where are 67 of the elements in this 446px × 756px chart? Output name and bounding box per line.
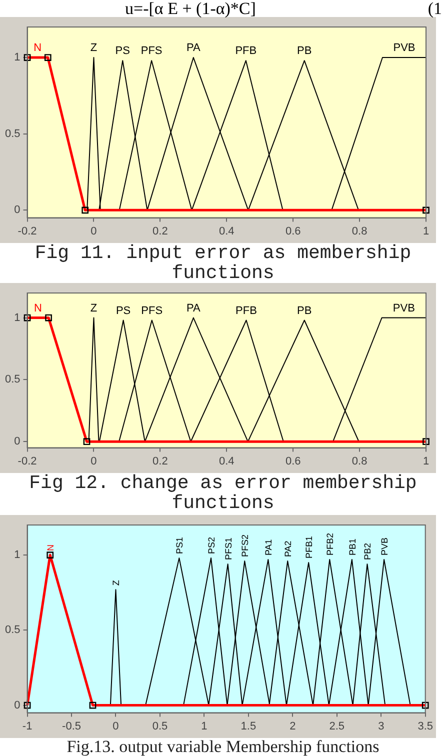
x-tick-label: 1 xyxy=(422,225,430,238)
x-tick-label: 0.6 xyxy=(285,455,301,468)
text: PS2 xyxy=(206,537,217,554)
text: PFB1 xyxy=(304,536,314,559)
x-tick-label: 3.5 xyxy=(418,720,434,732)
text: N xyxy=(46,544,56,552)
y-tick-label: 0.5 xyxy=(4,128,20,140)
x-tick-label: 1 xyxy=(201,720,208,732)
series-label: PS xyxy=(116,304,131,317)
text: u=-[α E + (1-α)*C] xyxy=(125,0,256,18)
text: PB1 xyxy=(347,538,358,556)
text: PB2 xyxy=(362,543,373,560)
series-label: N xyxy=(34,42,42,54)
series-label: PB xyxy=(297,45,312,58)
y-tick-label: 0.5 xyxy=(4,624,20,636)
x-tick-label: 2 xyxy=(290,720,296,732)
series-label: PB xyxy=(297,304,312,317)
y-tick-label: 1 xyxy=(14,549,20,562)
y-tick-label: 0 xyxy=(14,204,20,216)
caption: Fig 12. change as error membership functions xyxy=(28,472,418,515)
x-tick-label: 0.4 xyxy=(218,455,234,468)
series-label: PVB xyxy=(392,302,415,314)
x-tick-label: 2.5 xyxy=(329,720,345,732)
x-tick-label: 0.4 xyxy=(218,225,234,238)
x-tick-label: -0.2 xyxy=(18,225,37,238)
x-tick-label: 0.8 xyxy=(352,455,368,468)
text: (1 xyxy=(428,0,442,18)
y-tick-label: 1 xyxy=(14,312,20,324)
y-tick-label: 0.5 xyxy=(4,374,20,386)
x-tick-label: 0 xyxy=(90,225,97,238)
series-label: PS xyxy=(115,45,130,58)
y-tick-label: 1 xyxy=(14,52,20,64)
y-tick-label: 0 xyxy=(14,699,20,712)
series-label: PA xyxy=(186,42,202,54)
x-tick-label: -0.5 xyxy=(62,720,82,732)
series-label: PFB xyxy=(236,304,257,317)
x-tick-label: 1 xyxy=(422,455,430,468)
series-label: PVB xyxy=(393,42,416,54)
x-tick-label: -0.2 xyxy=(18,455,37,468)
x-tick-label: 1.5 xyxy=(240,720,256,732)
text: PFS1 xyxy=(223,538,234,560)
x-tick-label: 0 xyxy=(90,455,97,468)
text: PA1 xyxy=(264,539,274,556)
x-tick-label: 0 xyxy=(112,720,119,732)
y-tick-label: 0 xyxy=(14,436,20,448)
text: PFS2 xyxy=(240,534,250,558)
series-label: Z xyxy=(90,302,98,314)
text: PFB2 xyxy=(325,533,336,556)
series-label: PA xyxy=(186,302,202,314)
series-label: PFB xyxy=(235,45,257,58)
text: PA2 xyxy=(283,540,294,558)
series-label: PFS xyxy=(141,304,163,317)
x-tick-label: 0.5 xyxy=(152,720,168,732)
x-tick-label: 3 xyxy=(378,720,384,732)
text: Z xyxy=(111,580,122,586)
series-label: N xyxy=(34,302,42,314)
x-tick-label: 0.2 xyxy=(152,225,168,238)
caption: Fig 11. input error as membership functions xyxy=(34,242,412,284)
x-tick-label: 0.2 xyxy=(152,455,168,468)
text: PS1 xyxy=(174,537,185,554)
text: PVB xyxy=(380,538,390,556)
series-label: Z xyxy=(90,42,98,54)
x-tick-label: 0.8 xyxy=(352,225,368,238)
x-tick-label: -1 xyxy=(22,720,32,732)
caption: Fig.13. output variable Membership functions xyxy=(66,737,380,756)
series-label: PFS xyxy=(140,45,162,58)
x-tick-label: 0.6 xyxy=(285,225,301,238)
